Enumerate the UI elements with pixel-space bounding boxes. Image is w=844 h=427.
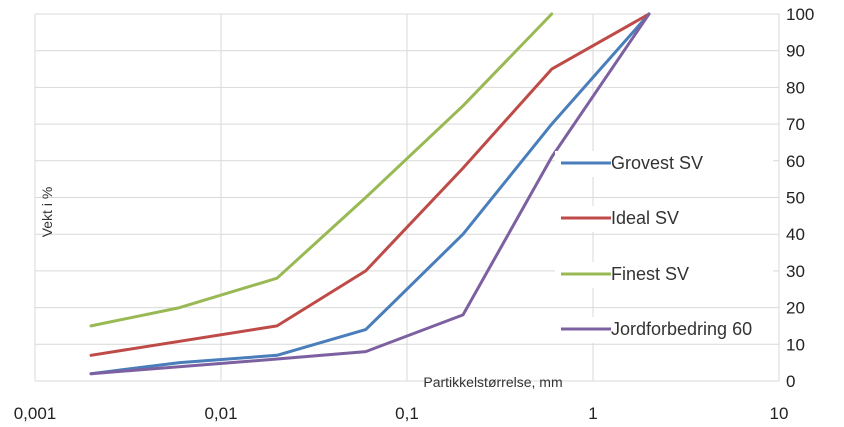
series-lines bbox=[89, 12, 651, 376]
x-tick-labels: 0,001 0,01 0,1 1 10 bbox=[14, 404, 789, 423]
x-tick-label: 1 bbox=[588, 404, 597, 423]
y-tick-label: 70 bbox=[786, 115, 805, 134]
y-tick-label: 20 bbox=[786, 299, 805, 318]
grid-lines bbox=[34, 13, 780, 382]
legend: Grovest SV Ideal SV Finest SV Jordforbedrin… bbox=[555, 151, 773, 343]
y-tick-label: 80 bbox=[786, 78, 805, 97]
y-tick-label: 90 bbox=[786, 42, 805, 61]
y-tick-label: 10 bbox=[786, 335, 805, 354]
x-tick-label: 0,001 bbox=[14, 404, 57, 423]
legend-label: Grovest SV bbox=[611, 153, 703, 173]
y-tick-labels: 0 10 20 30 40 50 60 70 80 90 100 bbox=[786, 5, 814, 391]
legend-label: Ideal SV bbox=[611, 208, 679, 228]
y-tick-label: 100 bbox=[786, 5, 814, 24]
y-tick-label: 40 bbox=[786, 225, 805, 244]
series-line bbox=[89, 12, 651, 376]
x-tick-label: 0,01 bbox=[204, 404, 237, 423]
y-tick-label: 60 bbox=[786, 152, 805, 171]
x-axis-label: Partikkelstørrelse, mm bbox=[423, 374, 562, 390]
series-line bbox=[89, 12, 651, 376]
y-tick-label: 50 bbox=[786, 189, 805, 208]
series-line bbox=[89, 12, 554, 328]
x-tick-label: 0,1 bbox=[395, 404, 419, 423]
legend-label: Jordforbedring 60 bbox=[611, 319, 752, 339]
y-tick-label: 30 bbox=[786, 262, 805, 281]
x-tick-label: 10 bbox=[770, 404, 789, 423]
legend-label: Finest SV bbox=[611, 264, 689, 284]
series-line bbox=[89, 12, 651, 357]
y-tick-label: 0 bbox=[786, 372, 795, 391]
y-axis-label: Vekt i % bbox=[39, 187, 55, 238]
